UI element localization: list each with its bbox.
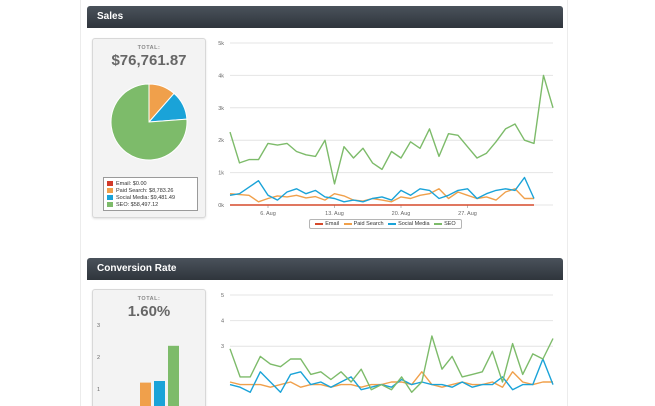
legend-toggle-email[interactable]: Email: [315, 221, 339, 227]
conversion-total-label: TOTAL:: [137, 296, 161, 302]
legend-toggle-seo[interactable]: SEO: [434, 221, 456, 227]
sales-panel-header: Sales: [87, 6, 563, 28]
series-line-paid-search: [229, 371, 553, 388]
y-tick-label: 5k: [218, 41, 224, 47]
series-line-seo: [229, 335, 554, 394]
sales-panel-title: Sales: [97, 11, 124, 22]
conversion-total-box: TOTAL: 1.60%: [92, 289, 206, 406]
bar-seo: [168, 345, 179, 406]
conversion-panel-header: Conversion Rate: [87, 258, 563, 280]
y-tick-label: 3k: [218, 106, 224, 112]
sales-pie-chart: [110, 83, 188, 161]
bar-paid-search: [140, 382, 151, 406]
y-tick-label: 5: [221, 293, 224, 299]
y-tick-label: 2k: [218, 138, 224, 144]
series-line-social-media: [229, 176, 535, 203]
legend-swatch: [107, 181, 113, 186]
conversion-panel-title: Conversion Rate: [97, 263, 177, 274]
y-tick-label: 0k: [218, 203, 224, 209]
pie-legend-item-email: Email: $0.00: [107, 180, 194, 187]
legend-label: Email: [325, 221, 340, 227]
y-tick-label: 2: [97, 355, 100, 361]
legend-label: Social Media: $9,481.49: [116, 194, 176, 201]
y-tick-label: 4: [221, 319, 224, 325]
x-tick-label: 27. Aug: [458, 211, 477, 217]
y-tick-label: 3: [221, 344, 224, 350]
conversion-bar-chart: 1 2 3: [97, 323, 179, 406]
y-tick-label: 1: [97, 387, 100, 393]
legend-toggle-paid-search[interactable]: Paid Search: [343, 221, 384, 227]
conversion-total-value: 1.60%: [127, 303, 171, 320]
x-tick-label: 20. Aug: [392, 211, 411, 217]
legend-line-marker: [388, 223, 397, 225]
legend-label: SEO: $58,497.12: [116, 201, 159, 208]
series-line-paid-search: [229, 188, 534, 203]
bar-social-media: [154, 381, 165, 406]
legend-label: Paid Search: [353, 221, 384, 227]
legend-label: SEO: [444, 221, 456, 227]
legend-swatch: [107, 202, 113, 207]
sales-total-label: TOTAL:: [137, 45, 161, 51]
series-line-social-media: [229, 358, 554, 394]
legend-label: Paid Search: $8,783.26: [116, 187, 174, 194]
legend-swatch: [107, 195, 113, 200]
sales-total-value: $76,761.87: [111, 52, 187, 69]
pie-slice-seo: [110, 83, 188, 161]
x-tick-label: 6. Aug: [260, 211, 276, 217]
sales-line-chart: 0k 1k 2k 3k 4k 5k 6. Aug 13. Aug 20. Aug 27. Aug: [218, 41, 554, 217]
legend-line-marker: [343, 223, 352, 225]
pie-legend-item-paid-search: Paid Search: $8,783.26: [107, 187, 194, 194]
y-tick-label: 3: [97, 323, 100, 329]
legend-line-marker: [315, 223, 324, 225]
legend-label: Email: $0.00: [116, 180, 147, 187]
legend-toggle-social-media[interactable]: Social Media: [388, 221, 430, 227]
y-tick-label: 1k: [218, 171, 224, 177]
legend-swatch: [107, 188, 113, 193]
x-tick-label: 13. Aug: [325, 211, 344, 217]
legend-label: Social Media: [398, 221, 430, 227]
pie-legend-item-seo: SEO: $58,497.12: [107, 201, 194, 208]
sales-chart-legend: Email Paid Search Social Media SEO: [309, 219, 462, 229]
legend-line-marker: [434, 223, 443, 225]
sales-pie-legend: Email: $0.00 Paid Search: $8,783.26 Soci…: [103, 177, 198, 211]
y-tick-label: 4k: [218, 73, 224, 79]
conversion-line-chart: 3 4 5: [221, 293, 554, 394]
pie-legend-item-social-media: Social Media: $9,481.49: [107, 194, 194, 201]
series-line-seo: [229, 74, 554, 185]
